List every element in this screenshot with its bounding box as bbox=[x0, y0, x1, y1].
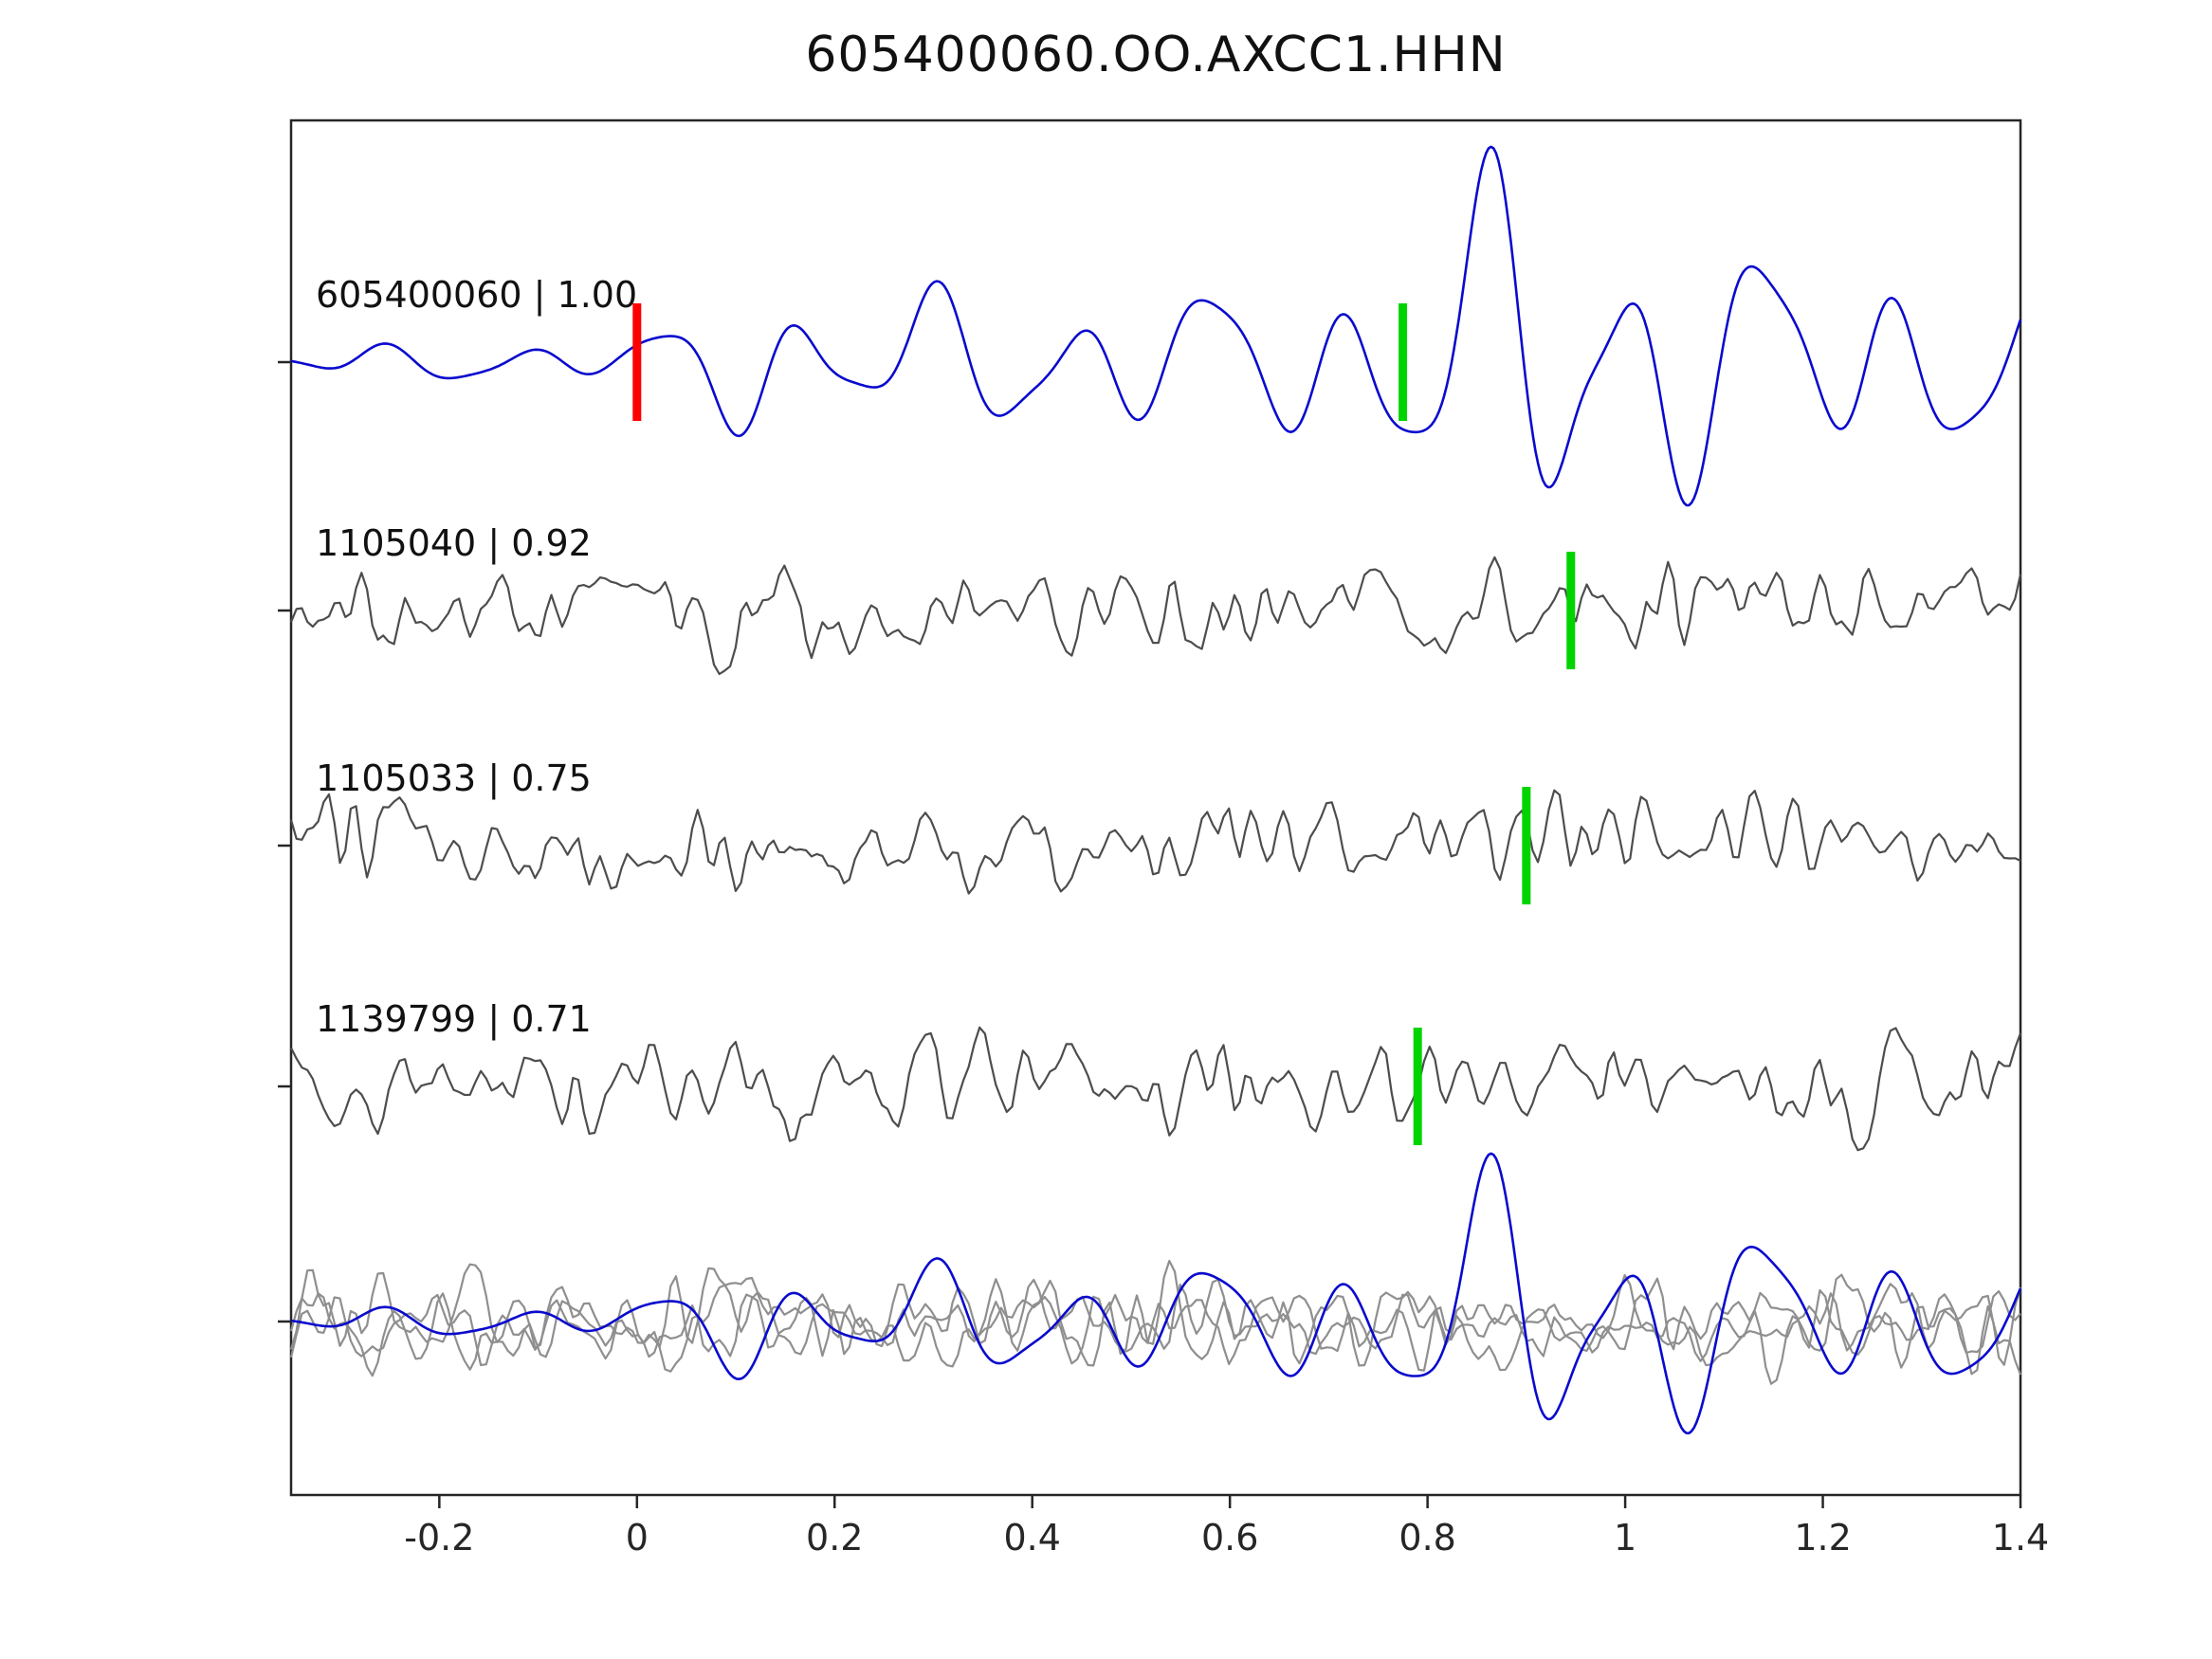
template-waveform-stack-overlay bbox=[290, 1152, 2022, 1435]
x-tick-label: 1.4 bbox=[1992, 1517, 2049, 1559]
x-tick-label: -0.2 bbox=[404, 1517, 474, 1559]
x-tick-label: 0.4 bbox=[1003, 1517, 1060, 1559]
chart-title: 605400060.OO.AXCC1.HHN bbox=[805, 27, 1507, 83]
trace-label-1105033: 1105033 | 0.75 bbox=[316, 757, 592, 800]
trace-label-605400060: 605400060 | 1.00 bbox=[316, 274, 637, 317]
detection-waveform-stack-overlay bbox=[289, 1263, 2022, 1377]
template-waveform-605400060 bbox=[290, 145, 2022, 507]
trace-label-1105040: 1105040 | 0.92 bbox=[316, 522, 592, 565]
axes-box bbox=[289, 118, 2022, 1497]
detection-waveform-1105033 bbox=[289, 789, 2021, 895]
x-tick-label: 0.2 bbox=[806, 1517, 863, 1559]
detection-waveform-1105040 bbox=[289, 556, 2022, 676]
detection-waveform-1139799 bbox=[290, 1026, 2022, 1152]
x-tick-label: 1 bbox=[1614, 1517, 1636, 1559]
x-tick-label: 0.8 bbox=[1398, 1517, 1455, 1559]
trace-label-1139799: 1139799 | 0.71 bbox=[316, 998, 592, 1041]
x-tick-label: 0 bbox=[626, 1517, 649, 1559]
x-tick-label: 0.6 bbox=[1201, 1517, 1258, 1559]
x-tick-label: 1.2 bbox=[1794, 1517, 1851, 1559]
